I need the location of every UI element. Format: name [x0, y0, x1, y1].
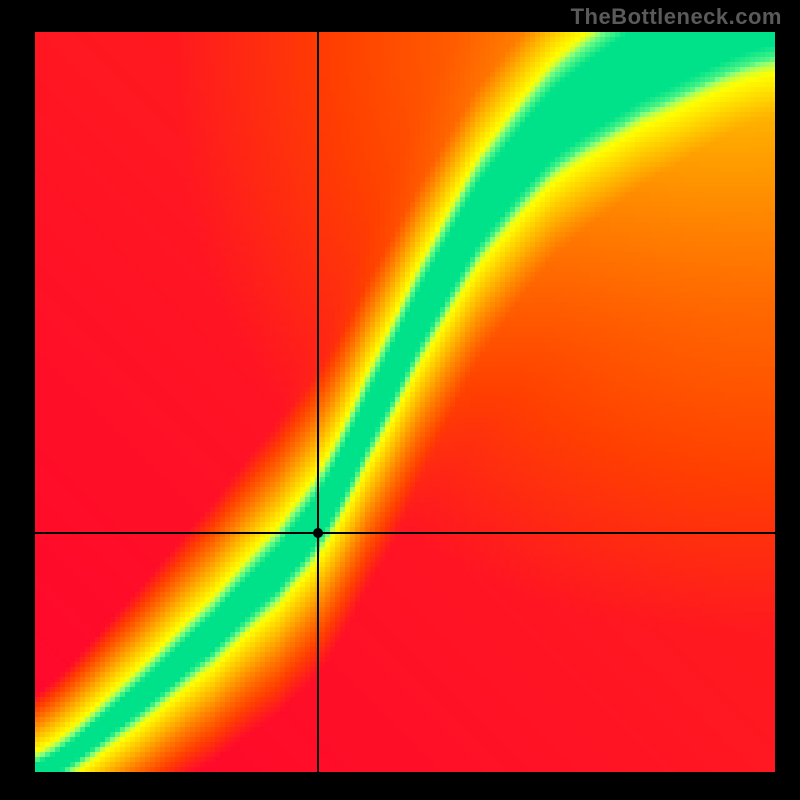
crosshair-horizontal	[35, 532, 775, 534]
heatmap-canvas	[35, 32, 775, 772]
watermark-text: TheBottleneck.com	[571, 4, 782, 30]
page-root: { "watermark": { "text": "TheBottleneck.…	[0, 0, 800, 800]
heatmap-plot	[35, 32, 775, 772]
crosshair-vertical	[317, 32, 319, 772]
